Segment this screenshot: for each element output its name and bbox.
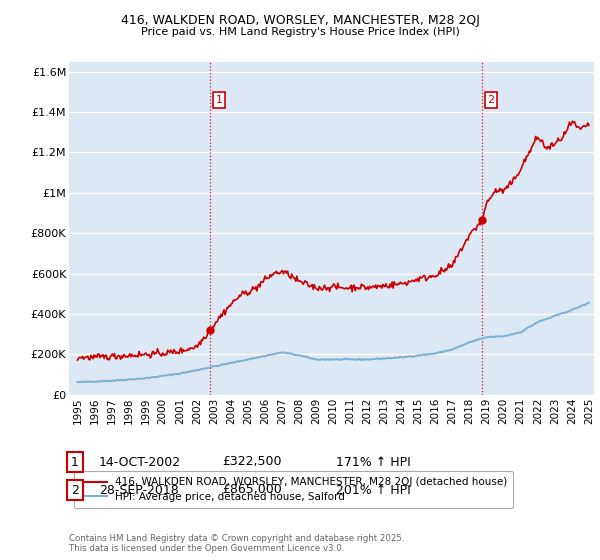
Text: 2: 2	[487, 95, 494, 105]
Text: 2: 2	[71, 483, 79, 497]
Text: 171% ↑ HPI: 171% ↑ HPI	[336, 455, 411, 469]
Text: £865,000: £865,000	[222, 483, 282, 497]
Text: 1: 1	[215, 95, 223, 105]
Text: 28-SEP-2018: 28-SEP-2018	[99, 483, 179, 497]
Text: Price paid vs. HM Land Registry's House Price Index (HPI): Price paid vs. HM Land Registry's House …	[140, 27, 460, 37]
Legend: 416, WALKDEN ROAD, WORSLEY, MANCHESTER, M28 2QJ (detached house), HPI: Average p: 416, WALKDEN ROAD, WORSLEY, MANCHESTER, …	[74, 471, 514, 508]
Text: 1: 1	[71, 455, 79, 469]
Text: 14-OCT-2002: 14-OCT-2002	[99, 455, 181, 469]
Text: 416, WALKDEN ROAD, WORSLEY, MANCHESTER, M28 2QJ: 416, WALKDEN ROAD, WORSLEY, MANCHESTER, …	[121, 14, 479, 27]
Text: 201% ↑ HPI: 201% ↑ HPI	[336, 483, 411, 497]
Text: Contains HM Land Registry data © Crown copyright and database right 2025.
This d: Contains HM Land Registry data © Crown c…	[69, 534, 404, 553]
Text: £322,500: £322,500	[222, 455, 281, 469]
